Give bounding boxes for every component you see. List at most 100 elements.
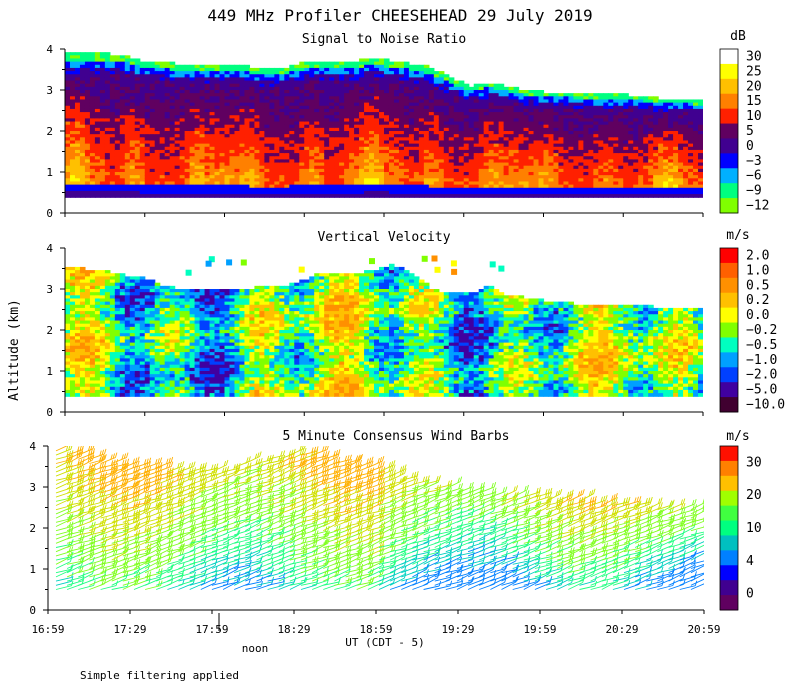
colorbar-label: 15 [746, 94, 762, 109]
colorbar-swatch [720, 49, 738, 65]
colorbar-swatch [720, 322, 738, 338]
y-tick-label: 1 [29, 563, 36, 576]
y-tick-label: 4 [46, 242, 53, 255]
noon-label: noon [242, 642, 269, 655]
colorbar-swatch [720, 580, 738, 596]
y-tick-label: 0 [46, 207, 53, 220]
colorbar-label: 10 [746, 521, 762, 536]
x-tick-label: 19:29 [441, 623, 474, 636]
wind-panel-title: 5 Minute Consensus Wind Barbs [283, 429, 510, 444]
colorbar-label: 30 [746, 455, 762, 470]
colorbar-label: 0 [746, 139, 754, 154]
y-tick-label: 0 [46, 406, 53, 419]
x-axis-label: UT (CDT - 5) [345, 636, 424, 649]
colorbar-swatch [720, 460, 738, 477]
y-tick-label: 3 [46, 283, 53, 296]
colorbar-label: 20 [746, 488, 762, 503]
colorbar-label: 5 [746, 124, 754, 139]
y-tick-label: 3 [29, 481, 36, 494]
colorbar-frame [719, 445, 739, 611]
colorbar-label: −2.0 [746, 368, 777, 383]
y-tick-label: 3 [46, 84, 53, 97]
colorbar-swatch [720, 93, 738, 110]
colorbar-swatch [720, 277, 738, 294]
y-tick-label: 2 [46, 324, 53, 337]
colorbar-swatch [720, 183, 738, 199]
colorbar-swatch [720, 352, 738, 368]
colorbar-label: 0 [746, 587, 754, 602]
x-tick-label: 17:29 [113, 623, 146, 636]
colorbar-swatch [720, 595, 738, 611]
colorbar-swatch [720, 490, 738, 507]
colorbar-unit: dB [730, 29, 746, 44]
colorbar-label: −10.0 [746, 398, 785, 413]
velocity-panel-title: Vertical Velocity [317, 230, 450, 245]
figure-title: 449 MHz Profiler CHEESEHEAD 29 July 2019 [207, 6, 592, 25]
colorbar-label: −12 [746, 199, 769, 214]
colorbar-label: −0.2 [746, 323, 777, 338]
colorbar-swatch [720, 292, 738, 309]
x-tick-label: 16:59 [31, 623, 64, 636]
colorbar-swatch [720, 138, 738, 154]
colorbar-label: −9 [746, 184, 762, 199]
colorbar-unit: m/s [726, 429, 749, 444]
colorbar-label: −3 [746, 154, 762, 169]
colorbar-swatch [720, 446, 738, 462]
colorbar-swatch [720, 123, 738, 139]
colorbar-swatch [720, 520, 738, 536]
colorbar-frame [719, 247, 739, 413]
colorbar-label: −5.0 [746, 383, 777, 398]
colorbar-label: 0.2 [746, 293, 769, 308]
colorbar-swatch [720, 565, 738, 581]
colorbar-swatch [720, 78, 738, 95]
colorbar-swatch [720, 168, 738, 184]
colorbar-swatch [720, 248, 738, 264]
y-tick-label: 4 [29, 440, 36, 453]
wind-barbs-plot [55, 446, 704, 590]
y-tick-label: 4 [46, 43, 53, 56]
colorbar-label: −0.5 [746, 338, 777, 353]
colorbar-label: 25 [746, 64, 762, 79]
x-tick-label: 20:29 [605, 623, 638, 636]
colorbar-label: 0.0 [746, 308, 769, 323]
footnote: Simple filtering applied [80, 669, 239, 682]
x-tick-label: 18:59 [359, 623, 392, 636]
y-tick-label: 1 [46, 166, 53, 179]
colorbar-label: −6 [746, 169, 762, 184]
y-tick-label: 2 [29, 522, 36, 535]
velocity-heatmap [65, 255, 703, 397]
y-tick-label: 2 [46, 125, 53, 138]
y-axis-label: Altitude (km) [7, 299, 22, 401]
colorbar-swatch [720, 198, 738, 214]
colorbar-frame [719, 48, 739, 214]
colorbar-swatch [720, 550, 738, 566]
colorbar-swatch [720, 262, 738, 279]
colorbar-label: 10 [746, 109, 762, 124]
colorbars: dB302520151050−3−6−9−12m/s2.01.00.50.20.… [719, 29, 785, 611]
colorbar-label: −1.0 [746, 353, 777, 368]
y-tick-label: 1 [46, 365, 53, 378]
colorbar-swatch [720, 63, 738, 80]
colorbar-swatch [720, 397, 738, 413]
colorbar-swatch [720, 367, 738, 383]
colorbar-swatch [720, 337, 738, 353]
x-tick-label: 20:59 [687, 623, 720, 636]
colorbar-swatch [720, 505, 738, 522]
colorbar-swatch [720, 475, 738, 492]
colorbar-unit: m/s [726, 228, 749, 243]
colorbar-swatch [720, 382, 738, 398]
x-tick-label: 19:59 [523, 623, 556, 636]
colorbar-label: 1.0 [746, 263, 769, 278]
snr-heatmap [65, 52, 703, 198]
colorbar-swatch [720, 108, 738, 125]
snr-panel-title: Signal to Noise Ratio [302, 32, 466, 47]
x-tick-label: 17:59 [195, 623, 228, 636]
colorbar-swatch [720, 307, 738, 324]
colorbar-label: 20 [746, 79, 762, 94]
colorbar-label: 2.0 [746, 249, 769, 264]
colorbar-swatch [720, 153, 738, 169]
x-tick-label: 18:29 [277, 623, 310, 636]
axes: 0 1 2 3 4 0 1 2 3 4 0 1 2 3 4 16:59 17:29 17:59 18:29 18:59… [29, 43, 720, 636]
colorbar-label: 30 [746, 50, 762, 65]
